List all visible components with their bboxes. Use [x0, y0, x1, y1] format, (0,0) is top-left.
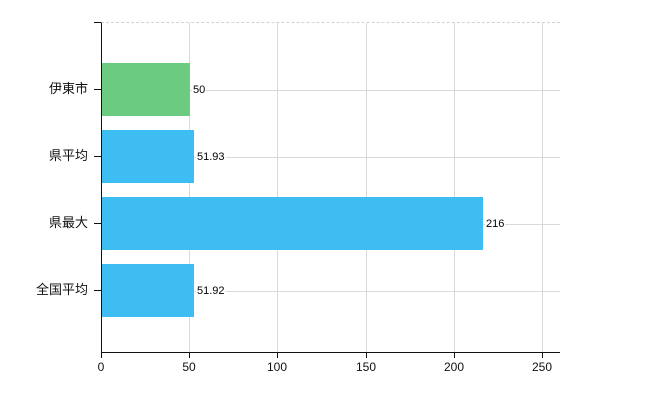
y-axis-boundary-tick [94, 22, 101, 23]
x-axis-tick [542, 353, 543, 358]
x-axis-tick-label: 0 [97, 360, 105, 374]
y-axis-category-label: 全国平均 [35, 282, 88, 297]
vertical-gridline [542, 23, 543, 352]
bar-series [102, 197, 483, 250]
y-axis-category-label: 県最大 [48, 215, 88, 230]
vertical-gridline [454, 23, 455, 352]
x-axis-tick [101, 353, 102, 358]
plot-area: 50 51.93 216 51.92 [101, 22, 560, 353]
y-axis-tick [94, 156, 101, 157]
x-axis-tick-label: 200 [443, 360, 465, 374]
bar-value-label: 216 [485, 217, 506, 231]
y-axis-tick [94, 223, 101, 224]
bar-value-label: 50 [192, 83, 207, 97]
y-axis-tick [94, 290, 101, 291]
category-gridline [102, 291, 560, 292]
bar-series [102, 130, 194, 183]
x-axis-tick [189, 353, 190, 358]
vertical-gridline [277, 23, 278, 352]
x-axis-tick-label: 150 [355, 360, 377, 374]
category-gridline [102, 157, 560, 158]
x-axis-tick-label: 100 [266, 360, 288, 374]
x-axis-tick [366, 353, 367, 358]
category-gridline [102, 90, 560, 91]
x-axis-tick-label: 250 [531, 360, 553, 374]
bar-value-label: 51.92 [196, 284, 226, 298]
bar-highlight [102, 63, 190, 116]
y-axis-category-label: 県平均 [48, 148, 88, 163]
x-axis-tick [454, 353, 455, 358]
vertical-gridline [189, 23, 190, 352]
y-axis-tick [94, 89, 101, 90]
bar-value-label: 51.93 [196, 150, 226, 164]
bar-series [102, 264, 194, 317]
y-axis-category-label: 伊東市 [48, 81, 88, 96]
vertical-gridline [366, 23, 367, 352]
x-axis-tick-label: 50 [182, 360, 196, 374]
x-axis-tick [277, 353, 278, 358]
